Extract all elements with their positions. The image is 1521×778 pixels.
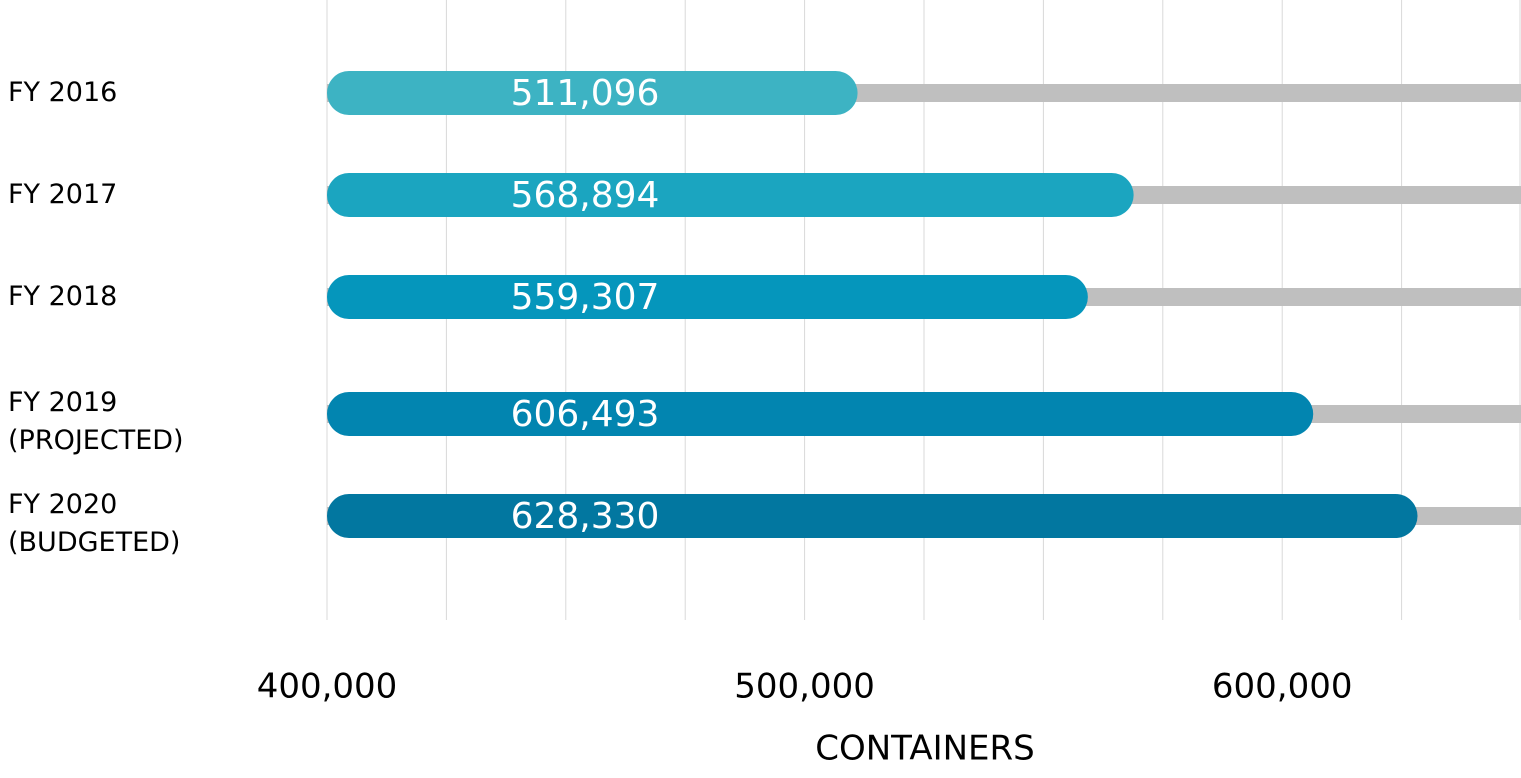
x-axis-label: CONTAINERS [815, 729, 1034, 769]
bar [327, 71, 858, 115]
category-label: FY 2019 (PROJECTED) [8, 387, 184, 456]
x-tick-label: 600,000 [1212, 667, 1353, 707]
category-label: FY 2018 [8, 281, 118, 312]
category-label: FY 2016 [8, 77, 118, 108]
value-label: 628,330 [511, 496, 660, 537]
bar [327, 275, 1088, 319]
value-label: 568,894 [511, 175, 660, 216]
bar [327, 392, 1314, 436]
x-tick-label: 500,000 [734, 667, 875, 707]
value-label: 559,307 [511, 277, 660, 318]
value-label: 606,493 [511, 394, 660, 435]
category-label: FY 2020 (BUDGETED) [8, 489, 181, 558]
value-label: 511,096 [511, 73, 660, 114]
x-tick-label: 400,000 [257, 667, 398, 707]
bar [327, 173, 1134, 217]
bar [327, 494, 1418, 538]
category-label: FY 2017 [8, 179, 118, 210]
